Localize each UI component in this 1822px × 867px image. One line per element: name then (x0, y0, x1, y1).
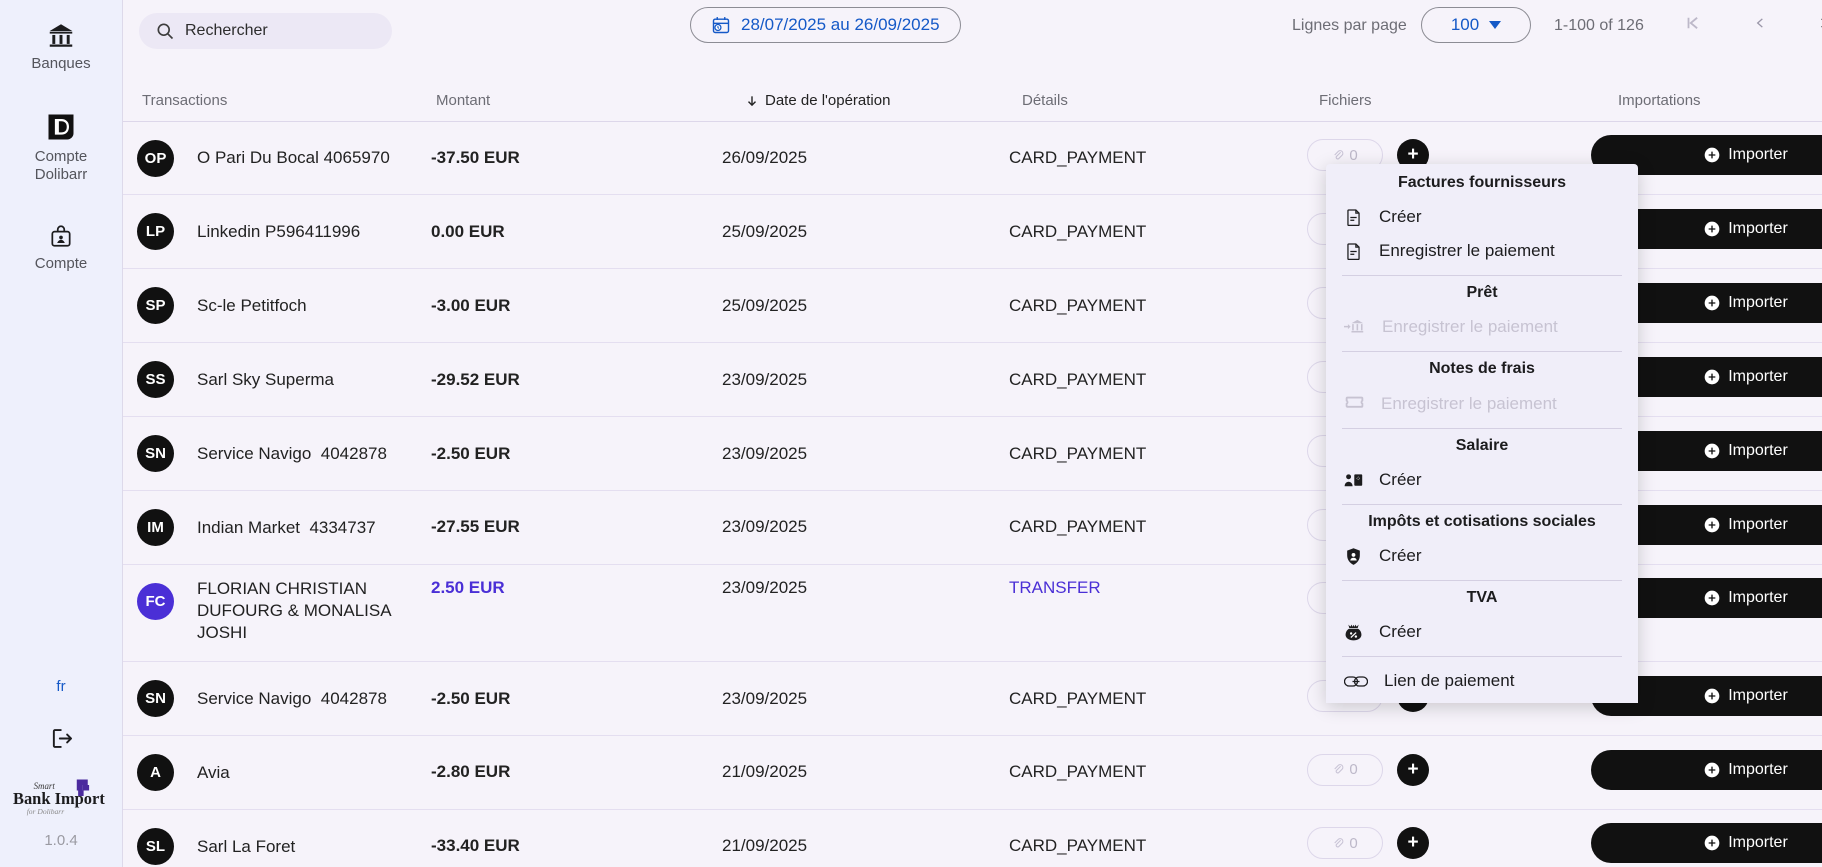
svg-text:Bank Import: Bank Import (13, 789, 105, 808)
svg-text:for Dolibarr: for Dolibarr (27, 807, 65, 816)
